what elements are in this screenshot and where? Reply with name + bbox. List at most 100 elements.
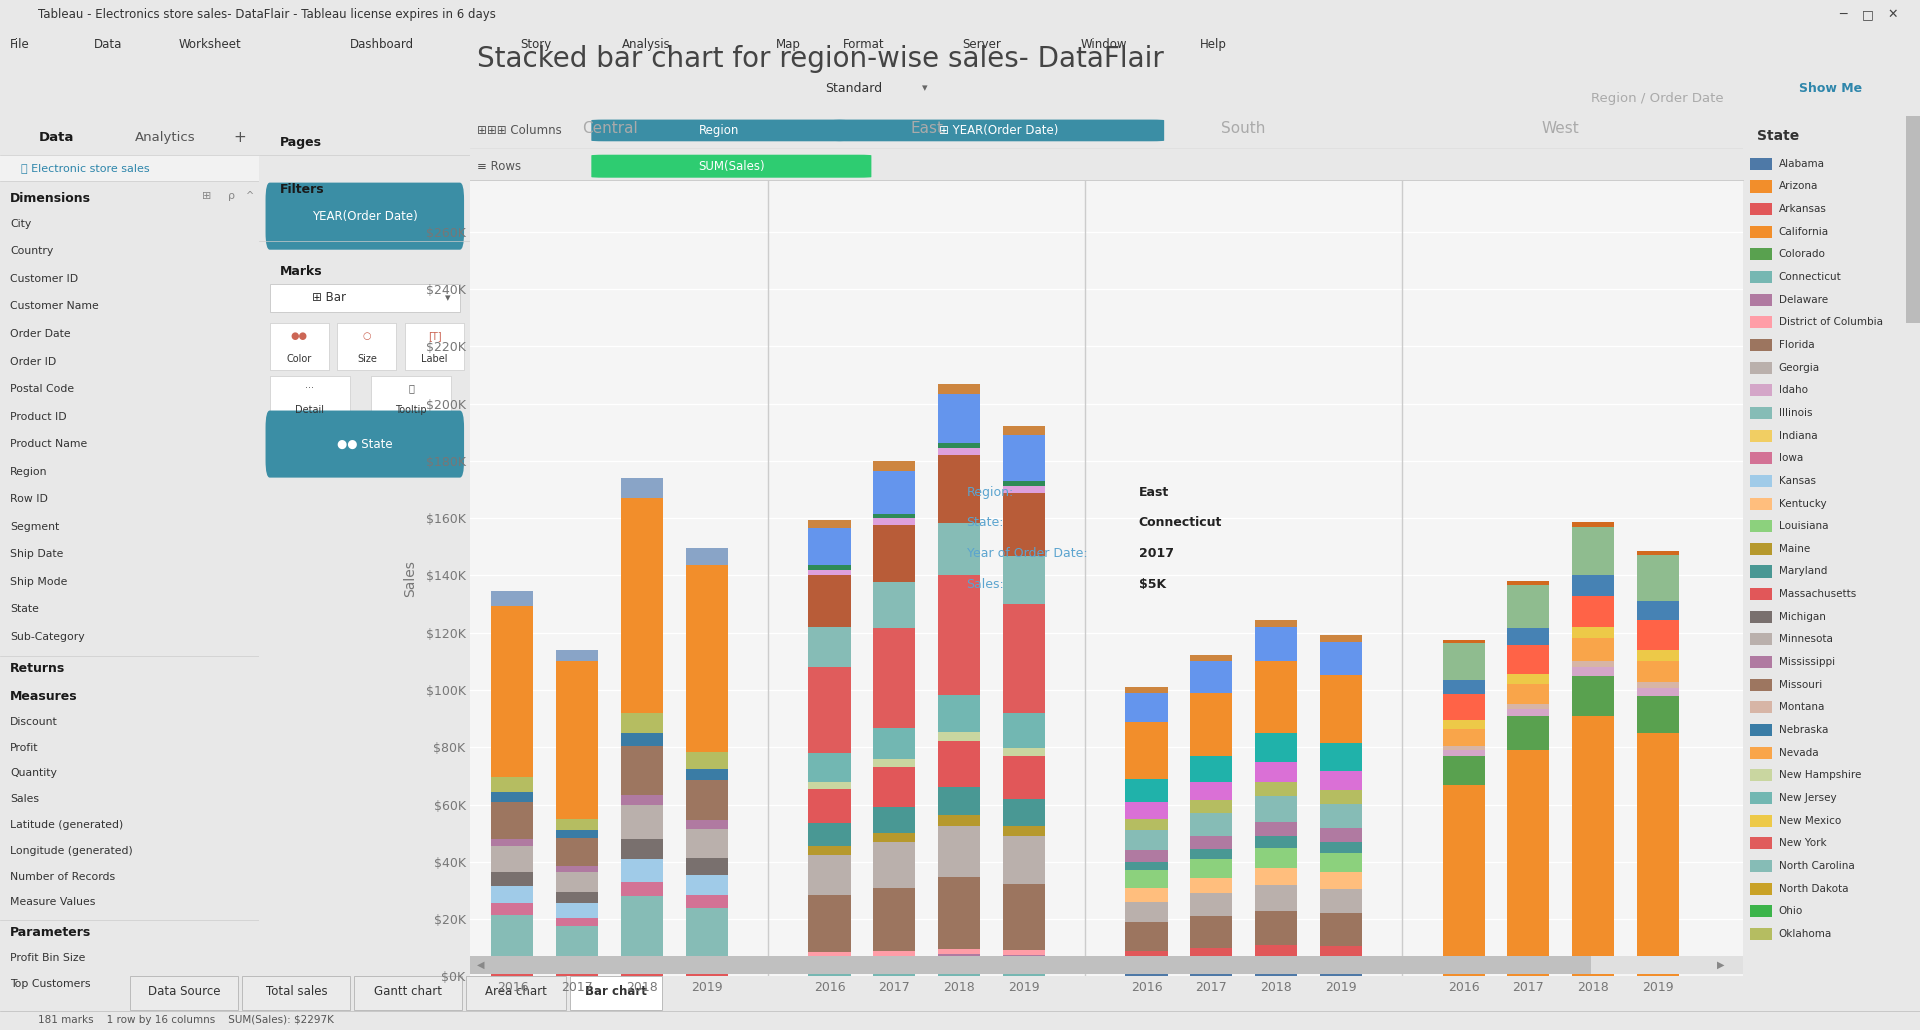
Bar	[1125, 902, 1167, 922]
Bar	[937, 393, 979, 443]
Bar	[685, 858, 728, 874]
Bar	[1190, 693, 1233, 756]
Bar	[1190, 756, 1233, 782]
Bar	[1507, 716, 1549, 750]
Bar	[1751, 905, 1772, 918]
Bar	[1125, 779, 1167, 801]
Text: ▶: ▶	[1716, 960, 1724, 970]
Bar	[492, 606, 534, 778]
Bar	[1256, 782, 1296, 796]
Bar	[1125, 888, 1167, 902]
Text: Data Source: Data Source	[148, 985, 221, 998]
Bar	[937, 575, 979, 695]
Text: Stacked bar chart for region-wise sales- DataFlair: Stacked bar chart for region-wise sales-…	[476, 44, 1164, 73]
Text: California: California	[1778, 227, 1830, 237]
Bar	[269, 284, 461, 312]
Bar	[685, 781, 728, 820]
Text: Product Name: Product Name	[10, 439, 88, 449]
Bar	[557, 661, 599, 819]
Bar	[1002, 962, 1044, 976]
Bar	[570, 976, 662, 1009]
Bar	[1125, 862, 1167, 870]
Bar	[1507, 936, 1549, 976]
Text: ✕: ✕	[1887, 8, 1899, 21]
Bar	[1190, 917, 1233, 948]
Bar	[1636, 551, 1678, 555]
Text: Returns: Returns	[10, 662, 65, 675]
Bar	[1751, 701, 1772, 714]
Bar	[557, 918, 599, 926]
Text: State: State	[10, 605, 38, 614]
Bar	[355, 976, 463, 1009]
Text: Missouri: Missouri	[1778, 680, 1822, 690]
Text: Dimensions: Dimensions	[10, 192, 92, 205]
Bar	[1319, 770, 1361, 790]
Text: ▾: ▾	[445, 293, 451, 303]
Bar	[1572, 716, 1615, 931]
Bar	[1125, 951, 1167, 962]
Bar	[1751, 633, 1772, 646]
Bar	[1907, 116, 1920, 322]
Text: Detail: Detail	[296, 405, 324, 415]
Text: Arkansas: Arkansas	[1778, 204, 1826, 214]
Bar	[1751, 837, 1772, 850]
Text: Colorado: Colorado	[1778, 249, 1826, 260]
Bar	[937, 878, 979, 949]
Bar	[1002, 756, 1044, 799]
Text: Size: Size	[357, 354, 376, 364]
Text: [T]: [T]	[428, 331, 442, 341]
Text: Region / Order Date: Region / Order Date	[1592, 92, 1724, 105]
Bar	[874, 833, 916, 843]
Bar	[874, 582, 916, 627]
Bar	[1442, 942, 1484, 976]
Bar	[1442, 694, 1484, 720]
Bar	[1319, 744, 1361, 770]
Bar	[874, 962, 916, 976]
Bar	[1751, 430, 1772, 442]
Bar	[937, 384, 979, 393]
Text: ···: ···	[305, 383, 315, 393]
Text: ρ: ρ	[228, 192, 234, 202]
Bar	[937, 787, 979, 816]
Bar	[1319, 842, 1361, 853]
Bar	[1256, 620, 1296, 627]
Bar	[620, 959, 662, 976]
Bar	[874, 952, 916, 956]
Text: ◀: ◀	[476, 960, 484, 970]
Bar	[937, 949, 979, 954]
Bar	[1636, 933, 1678, 976]
Text: Ship Mode: Ship Mode	[10, 577, 67, 587]
Bar	[1002, 713, 1044, 748]
Text: Tableau - Electronics store sales- DataFlair - Tableau license expires in 6 days: Tableau - Electronics store sales- DataF…	[38, 8, 495, 21]
Bar	[808, 528, 851, 565]
Bar	[1751, 339, 1772, 351]
Text: Ship Date: Ship Date	[10, 549, 63, 559]
Bar	[1002, 884, 1044, 950]
Text: Discount: Discount	[10, 717, 58, 727]
Text: Sales: Sales	[10, 794, 40, 804]
Bar	[1751, 611, 1772, 623]
Bar	[1442, 750, 1484, 756]
Bar	[1256, 661, 1296, 733]
Bar	[1442, 728, 1484, 746]
Text: Iowa: Iowa	[1778, 453, 1803, 464]
Text: Region: Region	[699, 124, 739, 137]
Bar	[1507, 674, 1549, 684]
Bar	[1190, 859, 1233, 878]
Bar	[1636, 650, 1678, 661]
Bar	[1319, 803, 1361, 828]
FancyBboxPatch shape	[591, 154, 872, 178]
Bar	[1190, 814, 1233, 836]
Bar	[1002, 436, 1044, 481]
Text: Delaware: Delaware	[1778, 295, 1828, 305]
Bar	[1442, 756, 1484, 785]
Bar	[1256, 945, 1296, 959]
Y-axis label: Sales: Sales	[403, 560, 417, 596]
Text: Help: Help	[1200, 38, 1227, 50]
Bar	[685, 548, 728, 565]
Bar	[1190, 836, 1233, 849]
Bar	[1256, 836, 1296, 848]
Bar	[467, 976, 566, 1009]
Text: □: □	[1862, 8, 1874, 21]
Text: Label: Label	[420, 354, 447, 364]
